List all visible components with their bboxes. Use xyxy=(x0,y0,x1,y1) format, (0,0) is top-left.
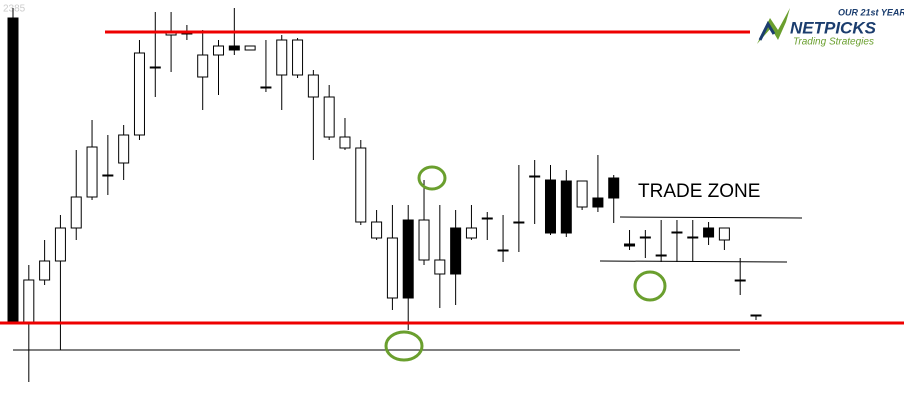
zone-bottom-line xyxy=(599,260,788,263)
candle-body xyxy=(544,179,556,234)
candle-body xyxy=(213,45,225,56)
candle-body xyxy=(260,86,272,89)
highlight-circle xyxy=(384,330,424,362)
candle-body xyxy=(23,279,35,324)
candle-body xyxy=(133,52,145,136)
logo-icon xyxy=(757,8,790,44)
candle-body xyxy=(86,146,98,198)
logo-icon xyxy=(758,20,776,41)
candle-body xyxy=(560,180,572,234)
candle-body xyxy=(734,279,746,282)
candle-body xyxy=(497,249,509,252)
candle-body xyxy=(339,136,351,149)
candle-body xyxy=(481,217,493,220)
candle-body xyxy=(70,196,82,229)
candle-body xyxy=(450,227,462,275)
trade-zone-label: TRADE ZONE xyxy=(638,181,760,202)
candle-body xyxy=(402,219,414,299)
candle-body xyxy=(244,45,256,51)
candle-body xyxy=(149,66,161,69)
candle-body xyxy=(608,177,620,199)
candle-body xyxy=(197,54,209,78)
candle-body xyxy=(750,314,762,317)
corner-label: 2385 xyxy=(3,4,26,15)
candle-body xyxy=(7,17,19,324)
candle-body xyxy=(276,39,288,76)
candle-body xyxy=(386,237,398,299)
candle-body xyxy=(655,254,667,257)
candle-body xyxy=(465,227,477,239)
candle-body xyxy=(434,259,446,275)
candle-body xyxy=(687,236,699,239)
highlight-circle xyxy=(633,270,667,302)
candle-body xyxy=(307,74,319,98)
candle-body xyxy=(323,96,335,138)
candle-body xyxy=(592,197,604,208)
candle-body xyxy=(355,147,367,223)
logo-subtitle: Trading Strategies xyxy=(793,37,874,48)
candle-body xyxy=(418,219,430,261)
candle-body xyxy=(703,227,715,238)
candle-body xyxy=(102,174,114,177)
logo-tagline: OUR 21st YEAR xyxy=(838,7,904,17)
candle-body xyxy=(292,39,304,76)
candle-body xyxy=(371,221,383,239)
candle-body xyxy=(529,175,541,178)
logo: OUR 21st YEAR NETPICKS Trading Strategie… xyxy=(757,7,904,48)
candle-body xyxy=(54,227,66,262)
candle-body xyxy=(718,227,730,241)
candle-body xyxy=(639,236,651,239)
candle-body xyxy=(513,221,525,224)
candle-body xyxy=(576,180,588,208)
candle-body xyxy=(118,134,130,164)
highlight-circle xyxy=(417,165,447,191)
candle-body xyxy=(624,243,636,247)
logo-name: NETPICKS xyxy=(790,18,877,37)
candle-body xyxy=(228,45,240,51)
zone-top-line xyxy=(619,216,803,219)
candles xyxy=(7,8,762,382)
candle-body xyxy=(671,231,683,234)
candle-body xyxy=(39,260,51,281)
